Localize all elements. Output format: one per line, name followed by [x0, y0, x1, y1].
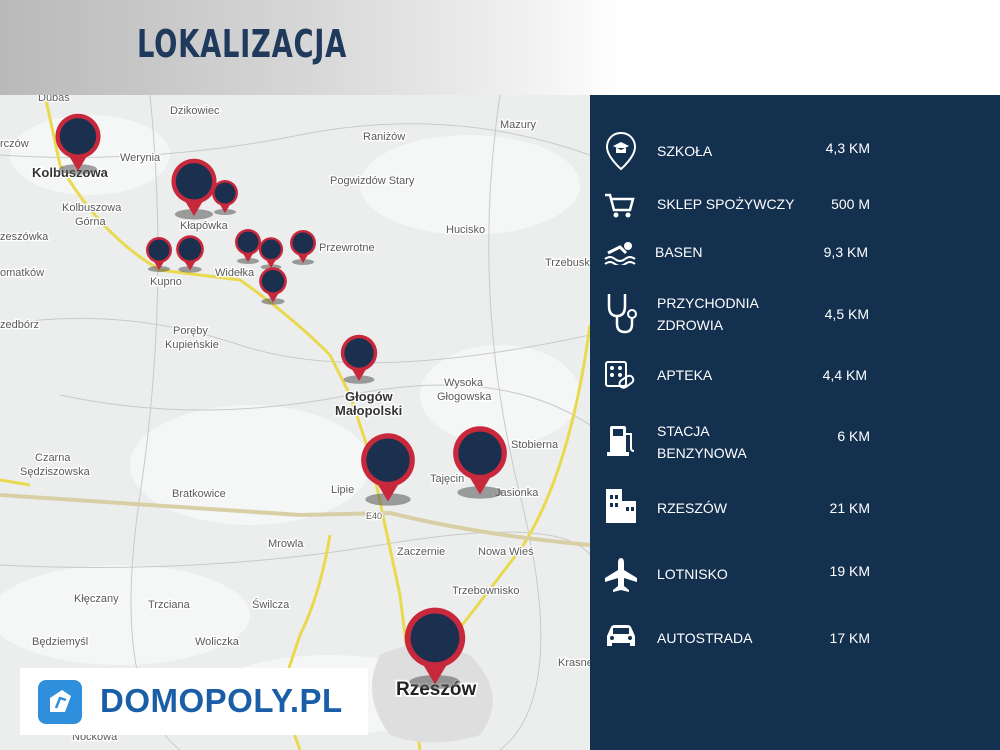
map-label: Krasne — [558, 657, 590, 669]
decoration — [605, 361, 635, 389]
amenity-distance: 9,3 KM — [823, 244, 868, 260]
amenity-name: SKLEP SPOŻYWCZY — [657, 196, 795, 212]
map-label: Raniżów — [363, 131, 405, 143]
map-label: Wysoka — [444, 377, 484, 389]
map-label: E40 — [366, 511, 382, 521]
amenity-name: LOTNISKO — [657, 566, 728, 582]
map-label: Trzciana — [148, 599, 191, 611]
map-label: Zaczernie — [397, 546, 445, 558]
decoration — [360, 135, 580, 235]
decoration — [607, 426, 635, 456]
decoration — [130, 405, 370, 525]
amenity-name: AUTOSTRADA — [657, 630, 753, 646]
map-label: Będziemyśl — [32, 636, 88, 648]
decoration — [604, 242, 636, 265]
amenity-distance: 500 M — [831, 196, 870, 212]
map-label: Nowa Wieś — [478, 546, 534, 558]
amenity-distance: 4,5 KM — [824, 306, 869, 322]
amenity-name: SZKOŁA — [657, 143, 713, 159]
map-label: Kupno — [150, 276, 182, 288]
decoration — [428, 324, 590, 666]
amenity-distance: 4,4 KM — [822, 367, 867, 383]
map-label: Górna — [75, 216, 106, 228]
map-label: Głogów — [345, 389, 394, 404]
amenity-panel: SZKOŁA 4,3 KM SKLEP SPOŻYWCZY 500 M BASE… — [590, 95, 1000, 750]
map-label: Głogowska — [437, 391, 492, 403]
decoration — [0, 493, 590, 547]
decoration — [0, 123, 590, 158]
decoration — [607, 625, 635, 646]
decoration — [605, 131, 637, 171]
map-label: Mazury — [500, 119, 537, 131]
name-line: BENZYNOWA — [657, 445, 747, 461]
decoration — [38, 680, 82, 724]
logo-text: DOMOPOLY.PL — [100, 682, 343, 719]
map-label: Kłapówka — [180, 220, 229, 232]
map-label: omatków — [0, 267, 44, 279]
amenity-distance: 19 KM — [829, 563, 870, 579]
amenity-distance: 17 KM — [829, 630, 870, 646]
amenity-distance: 6 KM — [837, 428, 870, 444]
amenity-distance: 4,3 KM — [825, 140, 870, 156]
map-label: Lipie — [331, 484, 354, 496]
amenity-name: BASEN — [655, 244, 703, 260]
map-label: zeszówka — [0, 231, 49, 243]
map-label: Werynia — [120, 152, 161, 164]
map-label: Kupieńskie — [165, 339, 219, 351]
map-label: Czarna — [35, 452, 71, 464]
map-label: Jasionka — [495, 487, 539, 499]
map-label: Hucisko — [446, 224, 485, 236]
map-label: Widełka — [215, 267, 255, 279]
map-label: Pogwizdów Stary — [330, 175, 415, 187]
decoration — [278, 534, 332, 750]
decoration — [43, 95, 422, 750]
decoration — [0, 565, 250, 665]
map-label: Trzebownisko — [452, 585, 519, 597]
map-label: Dzikowiec — [170, 105, 220, 117]
decoration — [488, 95, 542, 750]
map-label: Kolbuszowa — [62, 202, 122, 214]
map-label: Tajęcin — [430, 473, 464, 485]
amenity-name: RZESZÓW — [657, 500, 727, 516]
amenity-name: APTEKA — [657, 367, 713, 383]
decoration — [605, 193, 635, 218]
map-label: Bratkowice — [172, 488, 226, 500]
header: LOKALIZACJA — [0, 0, 1000, 95]
map-label: rczów — [0, 138, 29, 150]
map-label: Sędziszowska — [20, 466, 91, 478]
map-label: zedbórz — [0, 319, 39, 331]
decoration — [0, 317, 590, 364]
amenity-name: PRZYCHODNIA ZDROWIA — [657, 292, 759, 336]
title: LOKALIZACJA — [137, 22, 348, 66]
logo: DOMOPOLY.PL — [20, 668, 368, 735]
map-label: Małopolski — [335, 403, 402, 418]
map-label: Dubas — [38, 95, 70, 104]
map: Dubas Dzikowiec Raniżów Mazury rczów Wer… — [0, 95, 590, 750]
map-label: Przewrotne — [319, 242, 375, 254]
amenity-name: STACJA BENZYNOWA — [657, 420, 747, 464]
map-label: Świlcza — [252, 598, 290, 611]
decoration — [0, 531, 590, 568]
name-line: STACJA — [657, 423, 710, 439]
name-line: ZDROWIA — [657, 317, 724, 333]
decoration — [372, 645, 493, 743]
decoration — [0, 478, 31, 487]
map-label: Trzebuska — [545, 257, 590, 269]
name-line: PRZYCHODNIA — [657, 295, 759, 311]
decoration — [606, 489, 636, 523]
map-label: Poręby — [173, 325, 208, 337]
decoration — [605, 558, 637, 592]
map-label: Kłęczany — [74, 593, 119, 605]
map-label: Stobierna — [511, 439, 559, 451]
decoration — [607, 294, 637, 334]
map-label: Woliczka — [195, 636, 240, 648]
amenity-distance: 21 KM — [829, 500, 870, 516]
map-label: Mrowla — [268, 538, 304, 550]
